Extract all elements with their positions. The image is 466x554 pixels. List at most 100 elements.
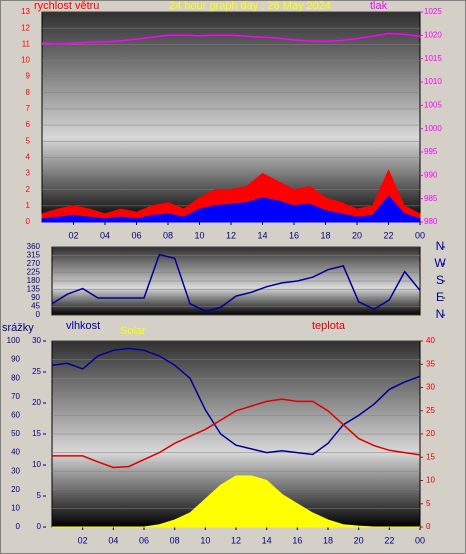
y2-tick-label: 40 [426,336,435,345]
x-tick-label: 00 [415,230,425,240]
y2-tick-label: 30 [426,383,435,392]
y-tick-label: 50 [11,429,20,438]
x-tick-label: 00 [415,535,425,545]
x-tick-label: 06 [139,535,149,545]
x-tick-label: 08 [163,230,173,240]
x-tick-label: 04 [100,230,110,240]
y3-tick-label: 30 [32,336,41,345]
y2-tick-label: 1020 [424,30,442,39]
temperature-label: teplota [312,320,346,332]
y2-tick-label: 35 [426,359,435,368]
x-tick-label: 08 [170,535,180,545]
y-tick-label: 1 [26,201,31,210]
y3-tick-label: 25 [32,367,41,376]
y-tick-label: 135 [27,285,41,294]
y2-tick-label: 985 [424,194,438,203]
y2-tick-label: N [436,239,445,253]
humidity-label: vlhkost [66,320,100,332]
x-tick-label: 22 [384,535,394,545]
x-tick-label: 12 [231,535,241,545]
y2-tick-label: 15 [426,452,435,461]
y-tick-label: 90 [11,355,20,364]
y-tick-label: 13 [21,7,30,16]
y2-tick-label: 990 [424,170,438,179]
y-tick-label: 100 [7,336,21,345]
y-tick-label: 12 [21,23,30,32]
x-tick-label: 02 [68,230,78,240]
y-tick-label: 80 [11,373,20,382]
series-line [51,253,421,312]
series-line [41,32,421,45]
y-tick-label: 70 [11,392,20,401]
y-tick-label: 0 [26,217,31,226]
y-tick-label: 4 [26,152,31,161]
y-tick-label: 360 [27,242,41,251]
wind-label: rychlost větru [34,0,99,12]
series-area [52,475,420,528]
y-tick-label: 11 [22,39,31,48]
y-tick-label: 9 [26,72,31,81]
y2-tick-label: 5 [426,499,431,508]
y-tick-label: 0 [16,522,21,531]
y-tick-label: 3 [26,169,31,178]
y2-tick-label: 1015 [424,54,442,63]
solar-label: Solar [120,325,146,337]
x-tick-label: 14 [257,230,267,240]
y2-tick-label: 25 [426,406,435,415]
x-tick-label: 18 [323,535,333,545]
pressure-label: tlak [370,0,388,12]
y-tick-label: 7 [26,104,31,113]
y-tick-label: 315 [27,251,41,260]
y-tick-label: 0 [36,310,41,319]
y3-tick-label: 0 [37,522,42,531]
y2-tick-label: 1005 [424,100,442,109]
y3-tick-label: 15 [32,429,41,438]
x-tick-label: 18 [320,230,330,240]
x-tick-label: 06 [131,230,141,240]
y-tick-label: 40 [11,448,20,457]
chart-title: 24 hour graph day : 26 May 2024 [169,0,331,12]
y-tick-label: 225 [27,268,41,277]
x-tick-label: 10 [200,535,210,545]
y3-tick-label: 10 [32,460,41,469]
x-tick-label: 10 [194,230,204,240]
y2-tick-label: 1010 [424,77,442,86]
y-tick-label: 60 [11,411,20,420]
y-tick-label: 270 [27,259,41,268]
series-area [41,195,421,223]
y2-tick-label: 20 [426,429,435,438]
y-tick-label: 6 [26,120,31,129]
x-tick-label: 04 [108,535,118,545]
y-tick-label: 30 [11,466,20,475]
y-tick-label: 45 [31,302,40,311]
y2-tick-label: N [436,307,445,321]
x-tick-label: 16 [292,535,302,545]
y2-tick-label: 980 [424,217,438,226]
y3-tick-label: 5 [37,491,42,500]
y2-tick-label: 10 [426,476,435,485]
y-tick-label: 90 [31,293,40,302]
y-tick-label: 20 [11,485,20,494]
x-tick-label: 14 [262,535,272,545]
y2-tick-label: 1000 [424,124,442,133]
y2-tick-label: 995 [424,147,438,156]
x-tick-label: 12 [226,230,236,240]
x-tick-label: 22 [383,230,393,240]
y2-tick-label: S [436,273,444,287]
x-tick-label: 16 [289,230,299,240]
x-tick-label: 20 [354,535,364,545]
y2-tick-label: E [436,290,444,304]
y3-tick-label: 20 [32,398,41,407]
x-tick-label: 02 [78,535,88,545]
y2-tick-label: 0 [426,522,431,531]
x-tick-label: 20 [352,230,362,240]
y-tick-label: 10 [11,504,20,513]
y-tick-label: 2 [26,185,31,194]
y2-tick-label: W [434,256,446,270]
y-tick-label: 180 [27,276,41,285]
y2-tick-label: 1025 [424,7,442,16]
y-tick-label: 8 [26,88,31,97]
y-tick-label: 10 [21,56,30,65]
y-tick-label: 5 [26,136,31,145]
